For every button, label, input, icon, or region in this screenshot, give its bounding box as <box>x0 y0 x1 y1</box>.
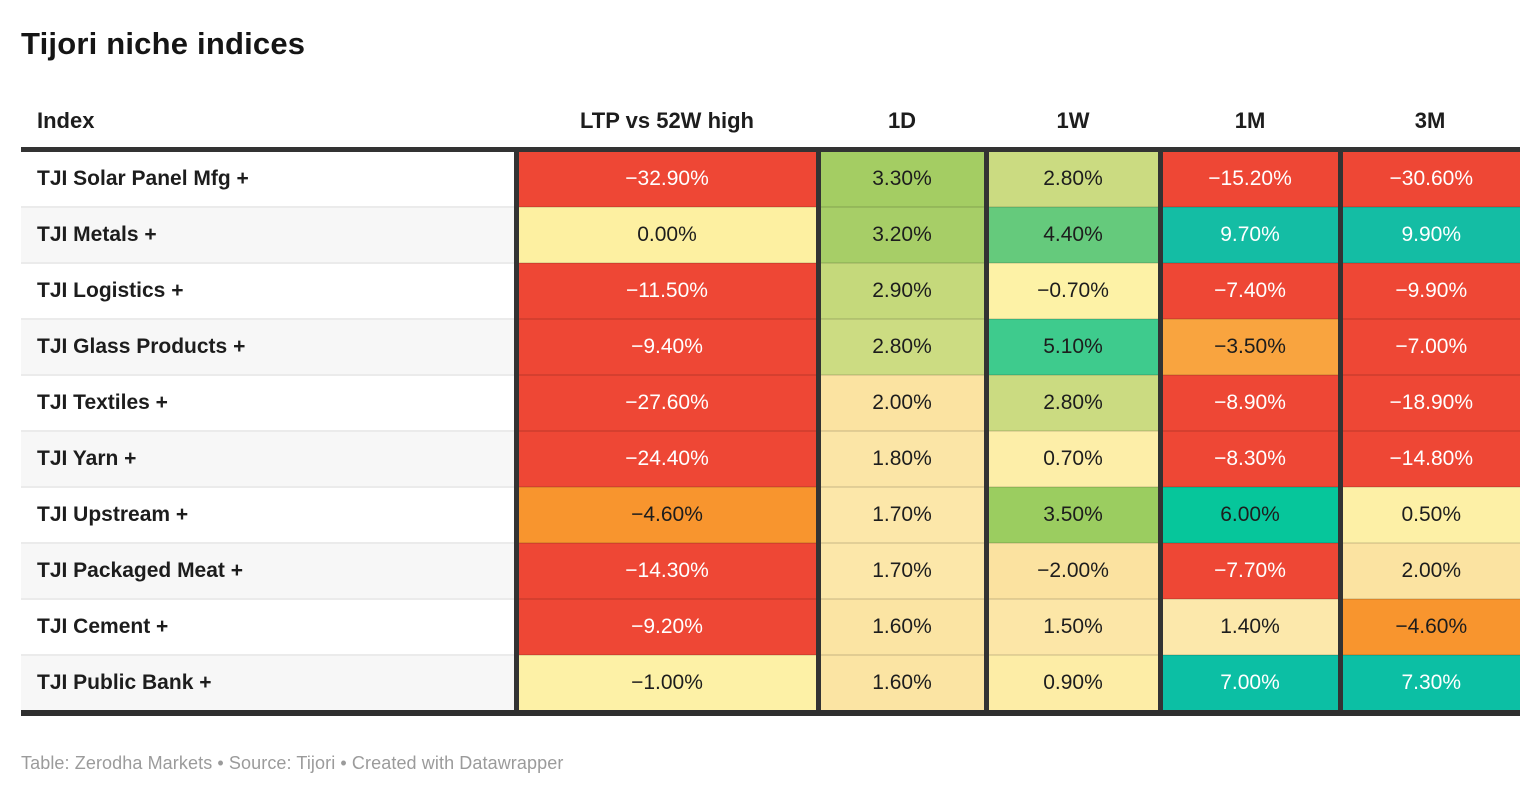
table-body: TJI Solar Panel Mfg + −32.90% 3.30% 2.80% −1… <box>21 148 1520 716</box>
value-cell: 2.00% <box>1337 542 1520 599</box>
value-cell: −2.00% <box>983 542 1160 599</box>
value-cell: 2.80% <box>815 318 986 375</box>
column-header-index: Index <box>21 95 516 152</box>
column-header-1w: 1W <box>986 95 1160 152</box>
value-cell: −30.60% <box>1337 148 1520 207</box>
index-cell[interactable]: TJI Solar Panel Mfg + <box>21 149 516 207</box>
value-cell: −32.90% <box>513 148 818 207</box>
value-cell: 3.50% <box>983 486 1160 543</box>
value-cell: 1.40% <box>1157 598 1340 655</box>
value-cell: 0.70% <box>983 430 1160 487</box>
value-cell: 0.90% <box>983 654 1160 716</box>
index-cell[interactable]: TJI Public Bank + <box>21 654 516 716</box>
index-cell[interactable]: TJI Packaged Meat + <box>21 542 516 599</box>
value-cell: −9.90% <box>1337 262 1520 319</box>
table-row: TJI Metals +0.00% 3.20% 4.40% 9.70% 9.90% <box>21 206 1520 263</box>
value-cell: 2.80% <box>983 148 1160 207</box>
value-cell: 1.70% <box>815 486 986 543</box>
value-cell: −7.00% <box>1337 318 1520 375</box>
page-title: Tijori niche indices <box>21 26 306 61</box>
value-cell: −27.60% <box>513 374 818 431</box>
value-cell: 7.00% <box>1157 654 1340 716</box>
table-row: TJI Public Bank + −1.00% 1.60% 0.90% 7.00% 7.… <box>21 654 1520 716</box>
value-cell: 5.10% <box>983 318 1160 375</box>
value-cell: 1.60% <box>815 654 986 716</box>
value-cell: 4.40% <box>983 206 1160 263</box>
table-row: TJI Packaged Meat + −14.30% 1.70% −2.00% −7.… <box>21 542 1520 599</box>
value-cell: −18.90% <box>1337 374 1520 431</box>
value-cell: −4.60% <box>513 486 818 543</box>
column-header-3m: 3M <box>1340 95 1520 152</box>
value-cell: 3.30% <box>815 148 986 207</box>
value-cell: −7.40% <box>1157 262 1340 319</box>
index-cell[interactable]: TJI Upstream + <box>21 486 516 543</box>
column-header-1m: 1M <box>1160 95 1340 152</box>
value-cell: 1.60% <box>815 598 986 655</box>
value-cell: −9.40% <box>513 318 818 375</box>
column-header-1d: 1D <box>818 95 986 152</box>
value-cell: −11.50% <box>513 262 818 319</box>
value-cell: 2.90% <box>815 262 986 319</box>
column-header-ltp-vs-52w-high: LTP vs 52W high <box>516 95 818 152</box>
indices-table: Index LTP vs 52W high 1D 1W 1M 3M TJI So… <box>21 95 1520 716</box>
value-cell: 6.00% <box>1157 486 1340 543</box>
value-cell: 3.20% <box>815 206 986 263</box>
value-cell: −24.40% <box>513 430 818 487</box>
table-row: TJI Glass Products + −9.40% 2.80% 5.10% −3.5… <box>21 318 1520 375</box>
value-cell: 1.70% <box>815 542 986 599</box>
value-cell: −14.80% <box>1337 430 1520 487</box>
header-row: Index LTP vs 52W high 1D 1W 1M 3M <box>21 95 1520 152</box>
index-cell[interactable]: TJI Cement + <box>21 598 516 655</box>
value-cell: −15.20% <box>1157 148 1340 207</box>
value-cell: 0.50% <box>1337 486 1520 543</box>
value-cell: −9.20% <box>513 598 818 655</box>
index-cell[interactable]: TJI Yarn + <box>21 430 516 487</box>
table-row: TJI Textiles + −27.60% 2.00% 2.80% −8.90% −18… <box>21 374 1520 431</box>
table-row: TJI Cement + −9.20% 1.60% 1.50% 1.40% −4.60% <box>21 598 1520 655</box>
value-cell: −3.50% <box>1157 318 1340 375</box>
table-row: TJI Logistics + −11.50% 2.90% −0.70% −7.40% −… <box>21 262 1520 319</box>
value-cell: 7.30% <box>1337 654 1520 716</box>
value-cell: 2.00% <box>815 374 986 431</box>
value-cell: 1.50% <box>983 598 1160 655</box>
value-cell: −14.30% <box>513 542 818 599</box>
index-cell[interactable]: TJI Textiles + <box>21 374 516 431</box>
value-cell: −4.60% <box>1337 598 1520 655</box>
table-row: TJI Upstream + −4.60% 1.70% 3.50% 6.00% 0.50% <box>21 486 1520 543</box>
value-cell: 1.80% <box>815 430 986 487</box>
table-row: TJI Solar Panel Mfg + −32.90% 3.30% 2.80% −1… <box>21 148 1520 207</box>
value-cell: 2.80% <box>983 374 1160 431</box>
value-cell: 0.00% <box>513 206 818 263</box>
value-cell: −1.00% <box>513 654 818 716</box>
value-cell: 9.90% <box>1337 206 1520 263</box>
value-cell: −7.70% <box>1157 542 1340 599</box>
value-cell: −0.70% <box>983 262 1160 319</box>
value-cell: −8.30% <box>1157 430 1340 487</box>
table-row: TJI Yarn + −24.40% 1.80% 0.70% −8.30% −14.80% <box>21 430 1520 487</box>
attribution-footer: Table: Zerodha Markets • Source: Tijori … <box>21 753 564 773</box>
index-cell[interactable]: TJI Metals + <box>21 206 516 263</box>
value-cell: −8.90% <box>1157 374 1340 431</box>
value-cell: 9.70% <box>1157 206 1340 263</box>
index-cell[interactable]: TJI Glass Products + <box>21 318 516 375</box>
index-cell[interactable]: TJI Logistics + <box>21 262 516 319</box>
